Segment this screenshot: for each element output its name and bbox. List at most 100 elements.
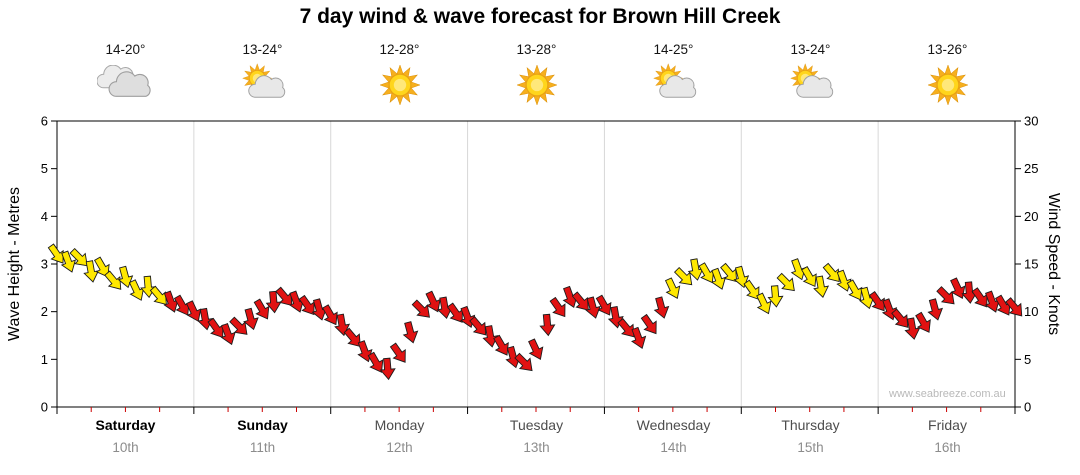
wind-arrow (904, 317, 921, 340)
wind-arrow (69, 247, 88, 267)
wind-arrow (322, 304, 338, 326)
wind-arrow (60, 250, 77, 273)
day-label-friday: Friday (928, 417, 967, 433)
bottom-axis-ticks (56, 407, 1016, 414)
sun-cloud-icon (789, 63, 833, 98)
temp-range: 13-24° (790, 42, 831, 57)
wind-arrow (149, 285, 167, 306)
wind-arrow (173, 294, 190, 316)
wind-arrow (631, 326, 647, 349)
wind-arrow (743, 279, 760, 300)
wind-arrow (47, 243, 64, 264)
wind-arrow (801, 265, 817, 288)
right-axis-tick-label: 25 (1024, 161, 1038, 176)
wind-arrow (936, 286, 955, 305)
day-header-monday: 12-28° (331, 42, 468, 112)
gridlines (193, 121, 879, 407)
wind-arrow (653, 296, 670, 319)
sun-icon (515, 64, 558, 106)
wind-arrow (493, 334, 509, 356)
wind-arrow (927, 298, 944, 321)
wind-arrow (984, 290, 1000, 313)
wind-arrow (379, 357, 396, 381)
wind-arrow (514, 352, 533, 372)
wind-arrow (891, 308, 909, 328)
wind-arrow (265, 290, 282, 314)
weather-icon (57, 58, 194, 112)
left-axis-title: Wave Height - Metres (6, 186, 23, 342)
wind-arrow (1005, 297, 1023, 317)
temp-range: 14-25° (653, 42, 694, 57)
day-date-monday: 12th (386, 440, 413, 455)
sun-icon (378, 64, 421, 106)
day-label-monday: Monday (374, 417, 425, 433)
wind-arrow (402, 321, 419, 344)
wind-arrow (994, 294, 1011, 316)
chart-title: 7 day wind & wave forecast for Brown Hil… (299, 5, 781, 28)
day-label-thursday: Thursday (781, 417, 840, 433)
wind-arrow (822, 262, 840, 283)
wind-arrow (343, 327, 361, 348)
wind-arrow (128, 279, 145, 301)
wind-arrow (813, 275, 830, 298)
wind-arrow (207, 317, 224, 339)
wind-arrow (93, 256, 110, 278)
temp-range: 13-28° (516, 42, 557, 57)
wind-arrow (571, 291, 589, 311)
day-date-tuesday: 13th (523, 440, 550, 455)
wind-arrow (664, 277, 681, 300)
temp-range: 13-24° (242, 42, 283, 57)
temp-range: 12-28° (379, 42, 420, 57)
right-axis-title: Wind Speed - Knots (1045, 192, 1062, 336)
right-axis-tick-label: 10 (1024, 304, 1038, 319)
wind-arrow (253, 298, 270, 320)
wind-arrow (104, 270, 122, 290)
wind-arrow (710, 267, 727, 290)
wind-arrow (367, 351, 384, 373)
wind-arrow (673, 266, 693, 286)
wind-arrow (868, 291, 885, 312)
wind-arrow (446, 302, 463, 323)
wind-arrow (243, 307, 259, 331)
wind-arrow (275, 286, 293, 307)
sun-cloud-icon (241, 63, 285, 98)
right-axis-tick-label: 20 (1024, 209, 1038, 224)
wind-arrow (846, 279, 863, 301)
wind-arrow (539, 313, 556, 337)
temp-range: 13-26° (927, 42, 968, 57)
wind-arrow (117, 265, 134, 289)
weather-icon (331, 58, 468, 112)
temp-range: 14-20° (105, 42, 146, 57)
wind-arrow (776, 272, 795, 292)
left-axis-tick-label: 6 (41, 114, 48, 129)
day-date-saturday: 10th (112, 440, 139, 455)
day-header-sunday: 13-24° (194, 42, 331, 112)
right-axis-ticks: 0 5 10 15 20 25 30 (1015, 114, 1038, 415)
right-axis-tick-label: 0 (1024, 400, 1031, 415)
sun-icon (926, 64, 969, 106)
left-axis-tick-label: 4 (41, 209, 48, 224)
wind-arrow (549, 296, 566, 318)
day-date-sunday: 11th (249, 440, 276, 455)
wind-arrow (163, 290, 179, 313)
wind-arrow (528, 338, 544, 361)
left-axis-tick-label: 2 (41, 304, 48, 319)
wind-arrow (185, 300, 202, 322)
wind-arrow (197, 307, 214, 331)
wind-arrow (640, 313, 657, 335)
right-axis-tick-label: 30 (1024, 114, 1038, 129)
wind-arrow (687, 258, 704, 281)
left-axis-ticks: 0 1 2 3 4 5 6 (41, 114, 57, 415)
wind-arrow (389, 342, 406, 363)
wind-arrows (47, 243, 1023, 381)
day-date-thursday: 15th (797, 440, 824, 455)
day-label-saturday: Saturday (95, 417, 156, 433)
wind-arrow (733, 265, 750, 289)
day-header-saturday: 14-20° (57, 42, 194, 112)
wind-arrow (915, 311, 931, 333)
day-date-wednesday: 14th (660, 440, 687, 455)
day-date-friday: 16th (934, 440, 961, 455)
wind-arrow (950, 277, 966, 300)
